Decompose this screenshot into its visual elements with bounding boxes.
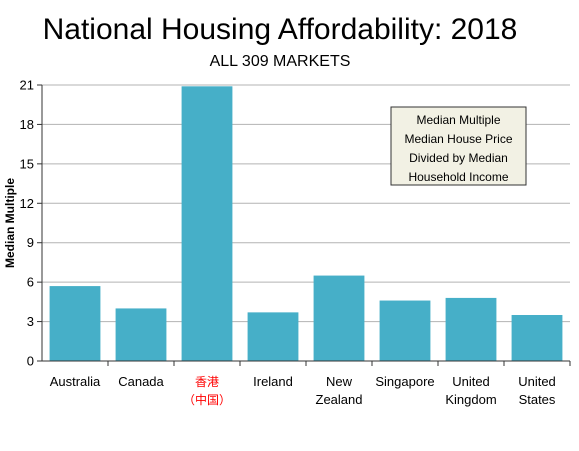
chart-title: National Housing Affordability: 2018	[43, 13, 518, 46]
bar	[313, 275, 365, 361]
definition-note: Median Multiple Median House Price Divided…	[390, 106, 527, 186]
chart-subtitle: ALL 309 MARKETS	[210, 53, 351, 70]
x-category-label: United	[452, 374, 490, 389]
y-axis-label: Median Multiple	[3, 178, 17, 268]
y-tick-labels: 0 3 6 9 12 15 18 21	[20, 78, 34, 369]
bars	[49, 86, 563, 362]
x-category-label: （中国）	[183, 392, 231, 407]
x-category-label: Zealand	[316, 392, 363, 407]
bar	[49, 286, 101, 361]
x-category-labels: Australia Canada 香港 （中国） Ireland New Zealand Si…	[50, 374, 556, 407]
x-category-label: Canada	[118, 374, 164, 389]
y-tick-label: 21	[20, 78, 34, 93]
x-category-label: New	[326, 374, 353, 389]
bar	[247, 312, 299, 361]
x-category-label: Australia	[50, 374, 101, 389]
note-line: Median Multiple	[416, 113, 500, 127]
y-tick-label: 15	[20, 156, 34, 171]
y-tick-label: 9	[27, 235, 34, 250]
x-category-label: Singapore	[375, 374, 434, 389]
bar	[181, 86, 233, 362]
y-tick-label: 12	[20, 196, 34, 211]
y-tick-label: 18	[20, 117, 34, 132]
x-category-label: Kingdom	[445, 392, 496, 407]
bar	[379, 300, 431, 361]
note-line: Household Income	[408, 170, 508, 184]
x-category-label: United	[518, 374, 556, 389]
note-line: Median House Price	[404, 132, 512, 146]
y-tick-label: 0	[27, 354, 34, 369]
bar	[115, 308, 167, 361]
bar	[511, 315, 563, 361]
y-tick-label: 6	[27, 275, 34, 290]
bar	[445, 297, 497, 361]
x-category-label: 香港	[195, 375, 219, 389]
axes	[37, 84, 571, 366]
x-category-label: Ireland	[253, 374, 293, 389]
note-line: Divided by Median	[409, 151, 508, 165]
x-category-label: States	[519, 392, 556, 407]
y-tick-label: 3	[27, 314, 34, 329]
gridlines	[42, 84, 570, 323]
note-box-background	[390, 106, 527, 186]
